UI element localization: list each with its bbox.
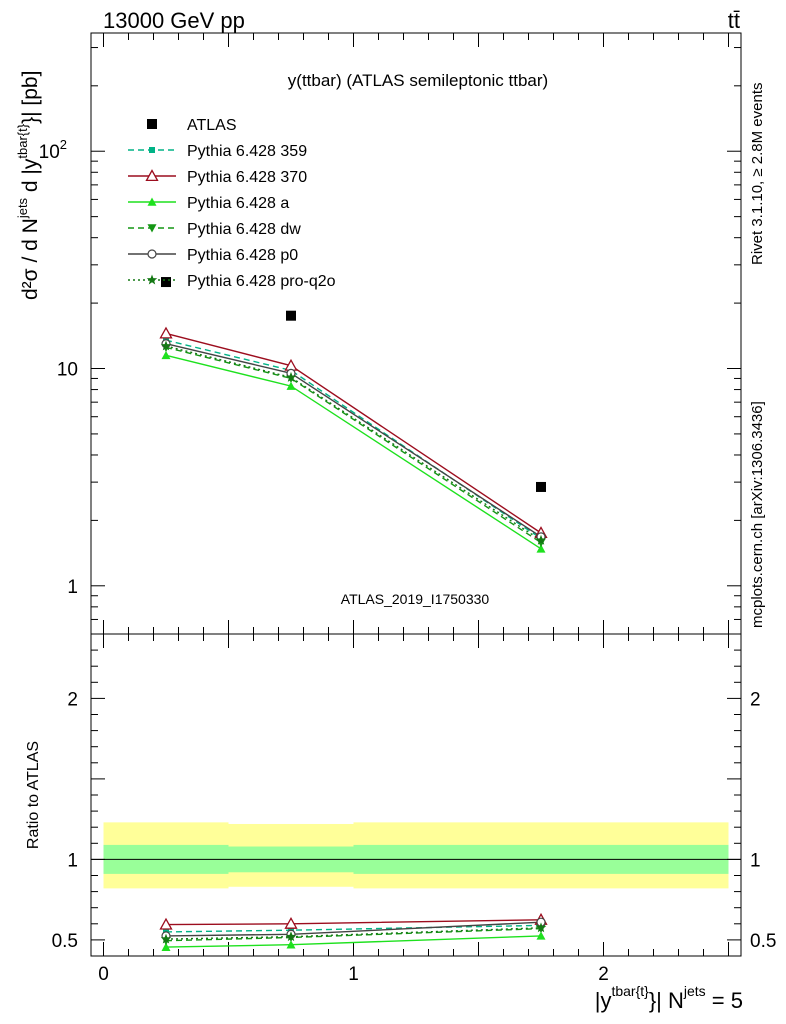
legend-label-pythia-6-428-a: Pythia 6.428 a [187,195,289,212]
legend-label-pythia-6-428-p0: Pythia 6.428 p0 [187,247,298,264]
legend-label-pythia-6-428-dw: Pythia 6.428 dw [187,221,301,238]
main-y-tick-label: 10 [57,360,78,381]
main-y-tick-label: 102 [39,137,67,163]
ratio-y-tick-label-right: 0.5 [750,931,776,952]
ratio-point-pythia-6-428-370 [159,917,173,930]
legend-label-atlas: ATLAS [187,117,237,134]
legend-marker-pythia-6-428-p0 [147,249,157,259]
ratio-point-pythia-6-428-a [286,940,296,949]
ylabel-end: }| [pb] [19,71,42,124]
header-left-text: 13000 GeV pp [103,8,245,33]
ratio-axis-ticks: 0.5 0.5 1 1 2 2 0 1 2 [52,633,776,985]
mcplots-label: mcplots.cern.ch [arXiv:1306.3436] [749,401,766,628]
analysis-watermark: ATLAS_2019_I1750330 [341,591,490,607]
legend-label-pythia-6-428-359: Pythia 6.428 359 [187,143,307,160]
rivet-label: Rivet 3.1.10, ≥ 2.8M events [749,83,766,266]
x-tick-label: 2 [598,964,609,985]
ratio-point-pythia-6-428-pro-q2o [535,922,547,933]
xlabel-sup-jets: jets [683,983,706,999]
main-point-pythia-6-428-a [286,381,296,390]
ratio-point-pythia-6-428-a [536,931,546,940]
main-y-tick-label: 1 [67,577,78,598]
x-tick-label: 0 [98,964,109,985]
xlabel-mid: }| N [649,988,684,1013]
legend-marker-pythia-6-428-pro-q2o [146,274,158,285]
ylabel-d2sigma: d²σ / d N [19,218,42,300]
main-point-pythia-6-428-370 [159,326,173,339]
ratio-y-tick-label-left: 2 [67,689,78,710]
legend: ATLAS Pythia 6.428 359 Pythia 6.428 370 Pyt… [128,117,336,290]
ratio-y-tick-label-right: 1 [750,850,761,871]
xlabel-sup-tbar: tbar{t} [611,983,649,999]
ratio-plot-frame [90,633,742,957]
ratio-uncertainty-bands [103,822,729,889]
ylabel-sup-jets: jets [15,197,30,219]
main-line-pythia-6-428-370 [165,332,542,534]
legend-label-pythia-6-428-370: Pythia 6.428 370 [187,169,307,186]
x-axis-label: |ytbar{t}}| Njets = 5 [595,983,743,1013]
legend-marker-pythia-6-428-359 [149,147,155,153]
main-line-pythia-6-428-pro-q2o [165,345,542,541]
main-series-markers [159,277,548,553]
ratio-point-pythia-6-428-pro-q2o [160,933,172,944]
main-line-pythia-6-428-p0 [165,343,542,538]
main-line-pythia-6-428-dw [165,346,542,544]
xlabel-end: = 5 [706,988,743,1013]
main-point-atlas [536,481,546,492]
ratio-y-tick-label-right: 2 [750,689,761,710]
main-point-pythia-6-428-pro-q2o [160,340,172,351]
main-line-pythia-6-428-a [165,354,542,550]
ratio-point-pythia-6-428-pro-q2o [285,931,297,942]
main-line-pythia-6-428-359 [165,339,542,540]
xlabel-start: |y [595,988,612,1013]
ylabel-mid: d |y [19,158,42,198]
main-point-pythia-6-428-pro-q2o [535,534,547,545]
ratio-point-pythia-6-428-370 [284,916,298,929]
main-point-pythia-6-428-a [161,350,171,360]
main-y-axis-label: d²σ / d Njets d |ytbar{t}}| [pb] [15,71,42,300]
main-axis-ticks: 1 10 102 [39,33,741,635]
main-plot-title: y(ttbar) (ATLAS semileptonic ttbar) [288,71,548,90]
main-point-pythia-6-428-pro-q2o [285,371,297,382]
legend-marker-pythia-6-428-dw [147,224,157,233]
ratio-series-markers [159,912,548,951]
main-point-atlas [161,277,171,288]
ratio-y-tick-label-left: 1 [67,850,78,871]
legend-label-pythia-6-428-pro-q2o: Pythia 6.428 pro-q2o [187,273,336,290]
legend-marker-atlas [147,119,157,129]
ratio-y-tick-label-left: 0.5 [52,931,78,952]
main-y-tick-label-exponent: 2 [60,137,67,152]
ratio-plot-panel: 0.5 0.5 1 1 2 2 0 1 2 Ratio to ATLAS |ytbar{t}}|… [25,633,776,1013]
main-series-lines [165,332,542,550]
ratio-point-pythia-6-428-a [161,942,171,951]
ratio-series-lines [165,919,542,948]
legend-marker-pythia-6-428-370 [145,169,159,182]
ratio-y-axis-label: Ratio to ATLAS [25,741,42,849]
ylabel-sup-tbar: tbar{t} [15,123,30,158]
legend-marker-pythia-6-428-a [147,197,157,206]
ratio-line-pythia-6-428-370 [165,919,542,926]
main-point-pythia-6-428-a [536,544,546,553]
x-tick-label: 1 [348,964,359,985]
header-right-text: tt̄ [728,8,740,33]
main-point-atlas [286,310,296,321]
main-plot-panel: 1 10 102 y(ttbar) (ATLAS semileptonic ttba… [15,32,742,635]
